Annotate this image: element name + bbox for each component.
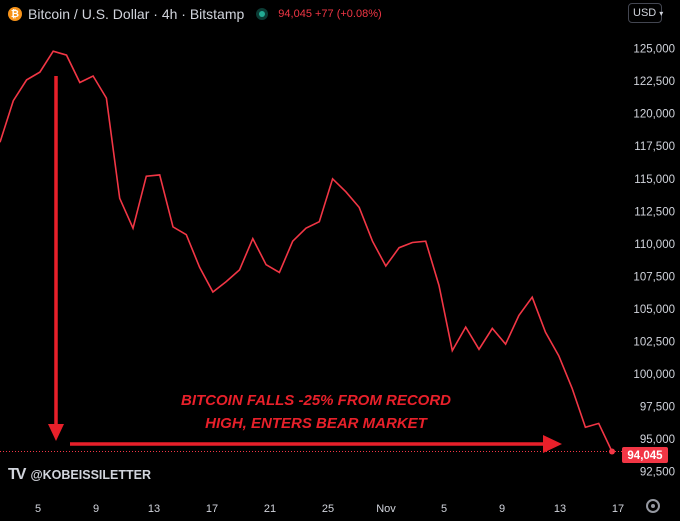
x-tick-label: 25 — [322, 503, 334, 515]
x-tick-label: 5 — [35, 503, 41, 515]
currency-button[interactable]: USD ▾ — [628, 3, 664, 23]
price-quote: 94,045 +77 (+0.08%) — [278, 8, 382, 20]
y-tick-label: 122,500 — [633, 76, 675, 88]
currency-label: USD — [633, 7, 657, 19]
annotation-line2: HIGH, ENTERS BEAR MARKET — [205, 415, 429, 432]
price-label-box — [622, 447, 668, 463]
live-indicator-icon — [256, 8, 269, 20]
x-axis: 5 9 13 17 21 25 Nov 5 9 13 17 — [35, 503, 624, 515]
x-tick-label: 13 — [554, 503, 566, 515]
y-tick-label: 105,000 — [633, 304, 675, 316]
chevron-down-icon: ▾ — [659, 8, 664, 18]
x-tick-label: 17 — [206, 503, 218, 515]
x-tick-label: 13 — [148, 503, 160, 515]
x-tick-label: 17 — [612, 503, 624, 515]
y-tick-label: 107,500 — [633, 271, 675, 283]
symbol-title[interactable]: Bitcoin / U.S. Dollar · 4h · Bitstamp — [28, 6, 245, 22]
y-tick-label: 95,000 — [640, 434, 675, 446]
annotation-line1: BITCOIN FALLS -25% FROM RECORD — [181, 392, 451, 409]
tradingview-logo-icon: TV — [8, 466, 27, 483]
y-tick-label: 92,500 — [640, 467, 675, 479]
last-price-dot — [609, 448, 615, 455]
y-axis: 125,000 122,500 120,000 117,500 115,000 112,5… — [633, 44, 675, 479]
x-tick-label: 5 — [441, 503, 447, 515]
y-tick-label: 125,000 — [633, 44, 675, 56]
gear-icon[interactable] — [646, 499, 660, 513]
x-tick-label: 9 — [499, 503, 505, 515]
y-tick-label: 112,500 — [634, 206, 675, 218]
chart-header: ₿ Bitcoin / U.S. Dollar · 4h · Bitstamp … — [8, 5, 382, 23]
x-tick-label: Nov — [376, 503, 396, 515]
y-tick-label: 97,500 — [640, 402, 675, 414]
right-arrow — [70, 435, 562, 453]
y-tick-label: 117,500 — [634, 141, 675, 153]
y-tick-label: 120,000 — [633, 109, 675, 121]
watermark-handle: @KOBEISSILETTER — [30, 468, 151, 482]
y-tick-label: 110,000 — [634, 239, 675, 251]
price-line — [0, 50, 613, 452]
y-tick-label: 115,000 — [634, 174, 675, 186]
price-label: 94,045 — [627, 450, 663, 462]
y-tick-label: 100,000 — [633, 369, 675, 381]
y-tick-label: 102,500 — [633, 336, 675, 348]
down-arrow — [48, 76, 64, 441]
x-tick-label: 21 — [264, 503, 276, 515]
x-tick-label: 9 — [93, 503, 99, 515]
bitcoin-icon: ₿ — [8, 7, 22, 21]
watermark: TV @KOBEISSILETTER — [8, 466, 151, 484]
